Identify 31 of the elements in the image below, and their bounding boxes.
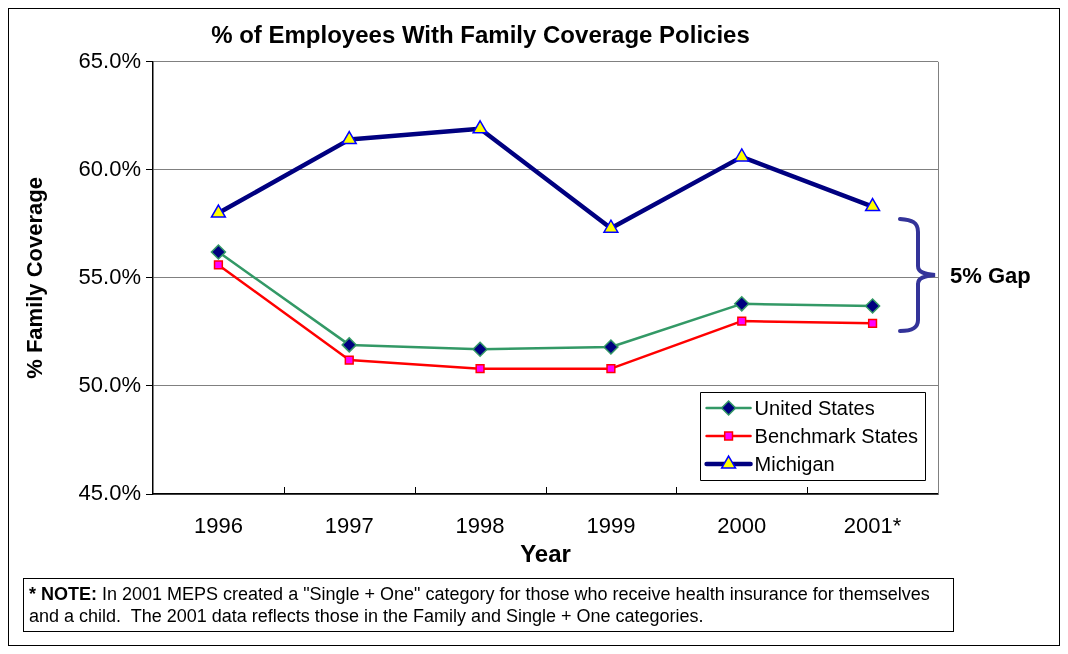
text: 5% Gap [950, 263, 1031, 289]
legend-label: Benchmark States [754, 424, 919, 447]
point [213, 260, 224, 270]
chart-title: % of Employees With Family Coverage Policies [211, 21, 750, 49]
x-tick-label: 2001* [843, 513, 902, 539]
legend-label: Michigan [754, 452, 835, 475]
x-tick-label: 1998 [455, 513, 505, 539]
y-tick-label: 50.0% [78, 372, 141, 398]
y-axis-title: % Family Coverage [22, 177, 48, 379]
point [344, 355, 354, 365]
y-tick-label: 45.0% [78, 480, 141, 506]
point [867, 318, 878, 328]
point [606, 364, 616, 374]
x-tick-label: 1996 [193, 513, 243, 539]
point [864, 298, 881, 314]
point [341, 337, 357, 353]
point [475, 364, 485, 374]
point [603, 339, 619, 355]
x-tick-label: 1997 [324, 513, 374, 539]
point [472, 341, 488, 357]
point [737, 316, 747, 326]
text: * NOTE: In 2001 MEPS created a "Single + One" category for those who receive health insurance for themselves and a child. The 2001 data reflects those in the Family and Single + One categories. [29, 584, 931, 626]
y-tick-label: 65.0% [78, 47, 141, 73]
point [734, 296, 750, 312]
y-tick-label: 60.0% [78, 155, 141, 181]
x-tick-label: 2000 [717, 513, 767, 539]
point [210, 244, 227, 260]
x-axis-title: Year [520, 540, 571, 568]
y-tick-label: 55.0% [78, 263, 141, 289]
x-tick-label: 1999 [586, 513, 636, 539]
legend-label: United States [754, 396, 875, 419]
